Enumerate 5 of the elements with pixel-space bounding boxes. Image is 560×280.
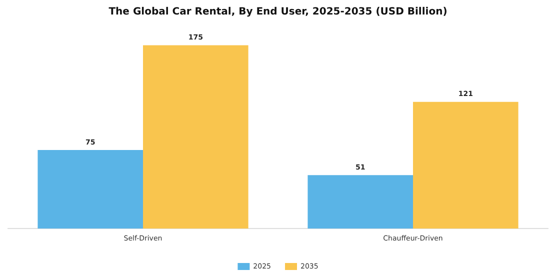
chart-title: The Global Car Rental, By End User, 2025-2035 (USD Billion) (108, 6, 448, 18)
bar (308, 175, 413, 229)
bar (413, 102, 518, 229)
bar (143, 45, 248, 229)
bar (38, 150, 143, 229)
